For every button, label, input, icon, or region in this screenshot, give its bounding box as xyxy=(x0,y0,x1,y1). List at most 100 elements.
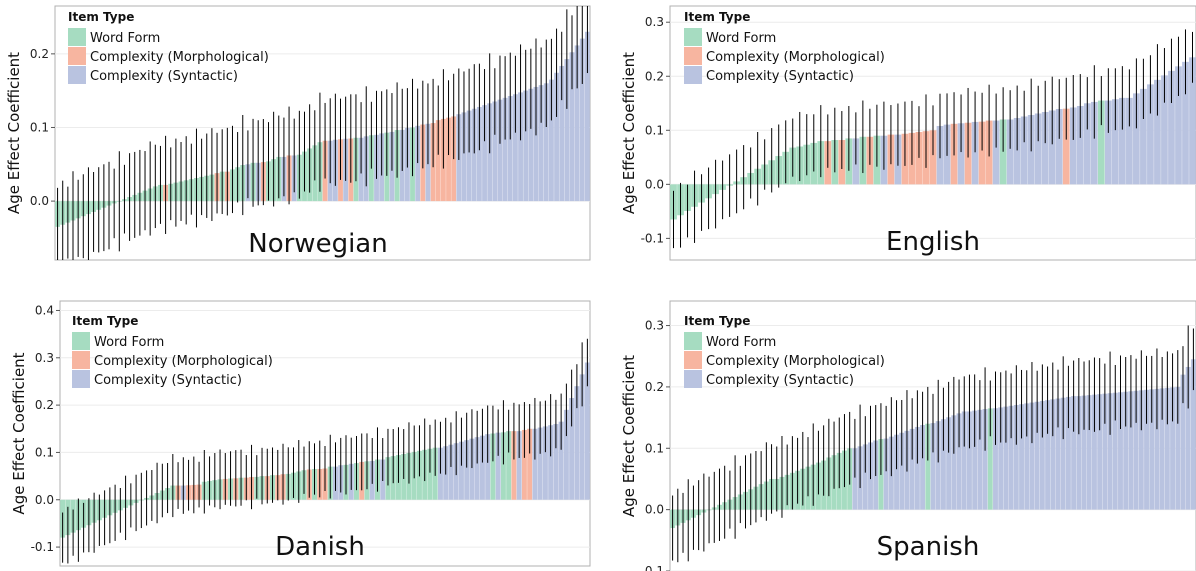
legend-title: Item Type xyxy=(684,314,750,328)
legend-swatch xyxy=(68,66,86,84)
bar xyxy=(925,423,931,510)
bar xyxy=(574,386,580,500)
y-tick-label: 0.1 xyxy=(645,123,664,137)
bar xyxy=(521,429,527,500)
bar xyxy=(490,433,496,500)
bar xyxy=(1189,57,1196,185)
legend: Item Type Word Form Complexity (Morphologi… xyxy=(72,314,273,388)
bar xyxy=(1102,393,1108,510)
bar xyxy=(971,121,979,185)
bar xyxy=(1149,389,1155,510)
bar xyxy=(500,432,506,500)
bar xyxy=(920,425,926,510)
bar xyxy=(548,79,554,202)
y-tick-label: 0.0 xyxy=(30,194,49,208)
legend-swatch xyxy=(72,351,90,369)
bar xyxy=(1138,390,1144,510)
bar xyxy=(464,440,470,500)
bar xyxy=(1154,79,1161,185)
bar xyxy=(1045,400,1051,510)
bar xyxy=(1133,93,1140,185)
bar xyxy=(1119,97,1126,185)
chart-panel-danish: -0.1 0.0 0.1 0.2 0.3 0.4 Age Effect Coefficien… xyxy=(10,300,591,567)
bar xyxy=(554,72,559,202)
chart-panel-english: -0.1 0.0 0.1 0.2 0.3 Age Effect Coefficient En… xyxy=(620,5,1196,261)
bar xyxy=(946,417,952,510)
bar xyxy=(1029,402,1035,510)
bar xyxy=(972,410,978,510)
legend-swatch xyxy=(684,47,702,65)
bar xyxy=(977,409,983,510)
legend-label: Complexity (Syntactic) xyxy=(90,69,238,84)
bar xyxy=(1140,88,1147,185)
language-title: Danish xyxy=(275,532,365,562)
bar xyxy=(1076,105,1084,185)
bar xyxy=(1048,110,1056,185)
bar xyxy=(527,428,533,500)
bar xyxy=(930,423,936,510)
bar xyxy=(1083,103,1091,185)
bar xyxy=(1024,403,1030,510)
bar xyxy=(1118,392,1123,510)
bar xyxy=(1060,397,1066,510)
y-tick-label: 0.2 xyxy=(35,398,54,412)
bar xyxy=(1071,396,1077,510)
bar xyxy=(471,108,477,202)
bar xyxy=(1081,395,1087,510)
legend-swatch xyxy=(684,66,702,84)
bar xyxy=(1170,387,1176,510)
bar xyxy=(538,85,544,202)
bar xyxy=(862,444,868,510)
legend-label: Word Form xyxy=(706,31,776,46)
bar xyxy=(1182,61,1189,185)
bar xyxy=(584,362,590,500)
bar xyxy=(469,438,475,500)
legend-label: Word Form xyxy=(90,31,160,46)
bar xyxy=(532,428,538,500)
bar xyxy=(956,413,962,510)
legend-label: Word Form xyxy=(706,335,776,350)
legend-swatch xyxy=(684,28,702,46)
bar xyxy=(461,112,467,202)
bar xyxy=(1013,404,1019,510)
legend-label: Complexity (Morphological) xyxy=(94,354,273,369)
legend-label: Complexity (Syntactic) xyxy=(706,69,854,84)
bar xyxy=(1039,400,1045,510)
bar xyxy=(516,431,522,500)
bar xyxy=(929,130,937,185)
bar xyxy=(466,110,472,202)
bar xyxy=(852,448,858,510)
y-tick-label: 0.0 xyxy=(35,493,54,507)
bar xyxy=(543,83,549,202)
bar xyxy=(992,120,1000,185)
bar xyxy=(940,419,946,510)
legend: Item Type Word Form Complexity (Morphologi… xyxy=(684,10,885,84)
legend-label: Word Form xyxy=(94,335,164,350)
bar xyxy=(476,106,482,202)
bar xyxy=(1185,366,1191,510)
legend-label: Complexity (Syntactic) xyxy=(706,373,854,388)
y-tick-label: 0.3 xyxy=(645,319,664,333)
legend-swatch xyxy=(684,351,702,369)
chart-panel-spanish: -0.1 0.0 0.1 0.2 0.3 Age Effect Coefficient Sp… xyxy=(620,300,1196,571)
bar xyxy=(951,415,957,510)
bar xyxy=(914,426,920,510)
bar xyxy=(479,435,485,500)
bar xyxy=(1175,66,1182,185)
legend: Item Type Word Form Complexity (Morphologi… xyxy=(68,10,269,84)
y-tick-label: 0.2 xyxy=(645,380,664,394)
y-axis-label: Age Effect Coefficient xyxy=(10,352,28,514)
bar xyxy=(574,45,580,202)
y-tick-label: 0.4 xyxy=(35,303,54,317)
bar xyxy=(978,121,986,185)
bar xyxy=(1013,117,1021,185)
bar xyxy=(1164,387,1170,510)
legend-label: Complexity (Syntactic) xyxy=(94,373,242,388)
bar xyxy=(1050,399,1056,510)
bar xyxy=(427,448,433,500)
y-tick-label: 0.1 xyxy=(30,120,49,134)
bar xyxy=(511,431,517,500)
bar xyxy=(1111,99,1119,185)
bar xyxy=(1055,108,1063,185)
